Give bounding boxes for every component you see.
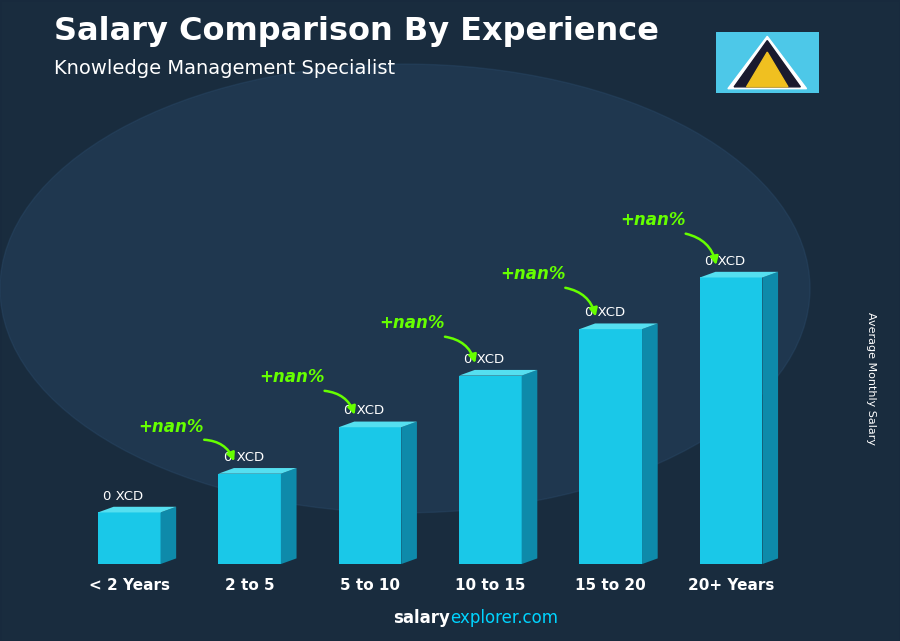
Bar (580, 329, 642, 564)
Polygon shape (580, 324, 658, 329)
Bar (98, 512, 160, 564)
Text: 0 XCD: 0 XCD (223, 451, 264, 464)
Polygon shape (642, 324, 658, 564)
Text: +nan%: +nan% (259, 369, 325, 387)
Polygon shape (281, 468, 296, 564)
Ellipse shape (0, 64, 810, 513)
Polygon shape (522, 370, 537, 564)
Polygon shape (219, 468, 296, 474)
Text: +nan%: +nan% (500, 265, 565, 283)
Polygon shape (401, 422, 417, 564)
Text: 0 XCD: 0 XCD (705, 254, 745, 268)
Polygon shape (700, 272, 778, 278)
Text: +nan%: +nan% (139, 417, 204, 435)
Polygon shape (459, 370, 537, 376)
Text: Salary Comparison By Experience: Salary Comparison By Experience (54, 16, 659, 47)
Text: 0 XCD: 0 XCD (344, 404, 384, 417)
Polygon shape (160, 507, 176, 564)
Polygon shape (98, 507, 176, 512)
Text: 0 XCD: 0 XCD (104, 490, 143, 503)
Polygon shape (746, 52, 788, 87)
Text: 0 XCD: 0 XCD (585, 306, 625, 319)
Polygon shape (762, 272, 778, 564)
Text: 0 XCD: 0 XCD (464, 353, 504, 366)
Polygon shape (734, 40, 800, 87)
Text: explorer.com: explorer.com (450, 609, 558, 627)
Polygon shape (728, 37, 806, 88)
Bar (338, 428, 401, 564)
Text: +nan%: +nan% (620, 211, 686, 229)
Bar (700, 278, 762, 564)
Text: Knowledge Management Specialist: Knowledge Management Specialist (54, 59, 395, 78)
Bar (219, 474, 281, 564)
Text: Average Monthly Salary: Average Monthly Salary (866, 312, 877, 445)
Text: salary: salary (393, 609, 450, 627)
Text: +nan%: +nan% (380, 314, 445, 332)
Polygon shape (338, 422, 417, 428)
Bar (459, 376, 522, 564)
